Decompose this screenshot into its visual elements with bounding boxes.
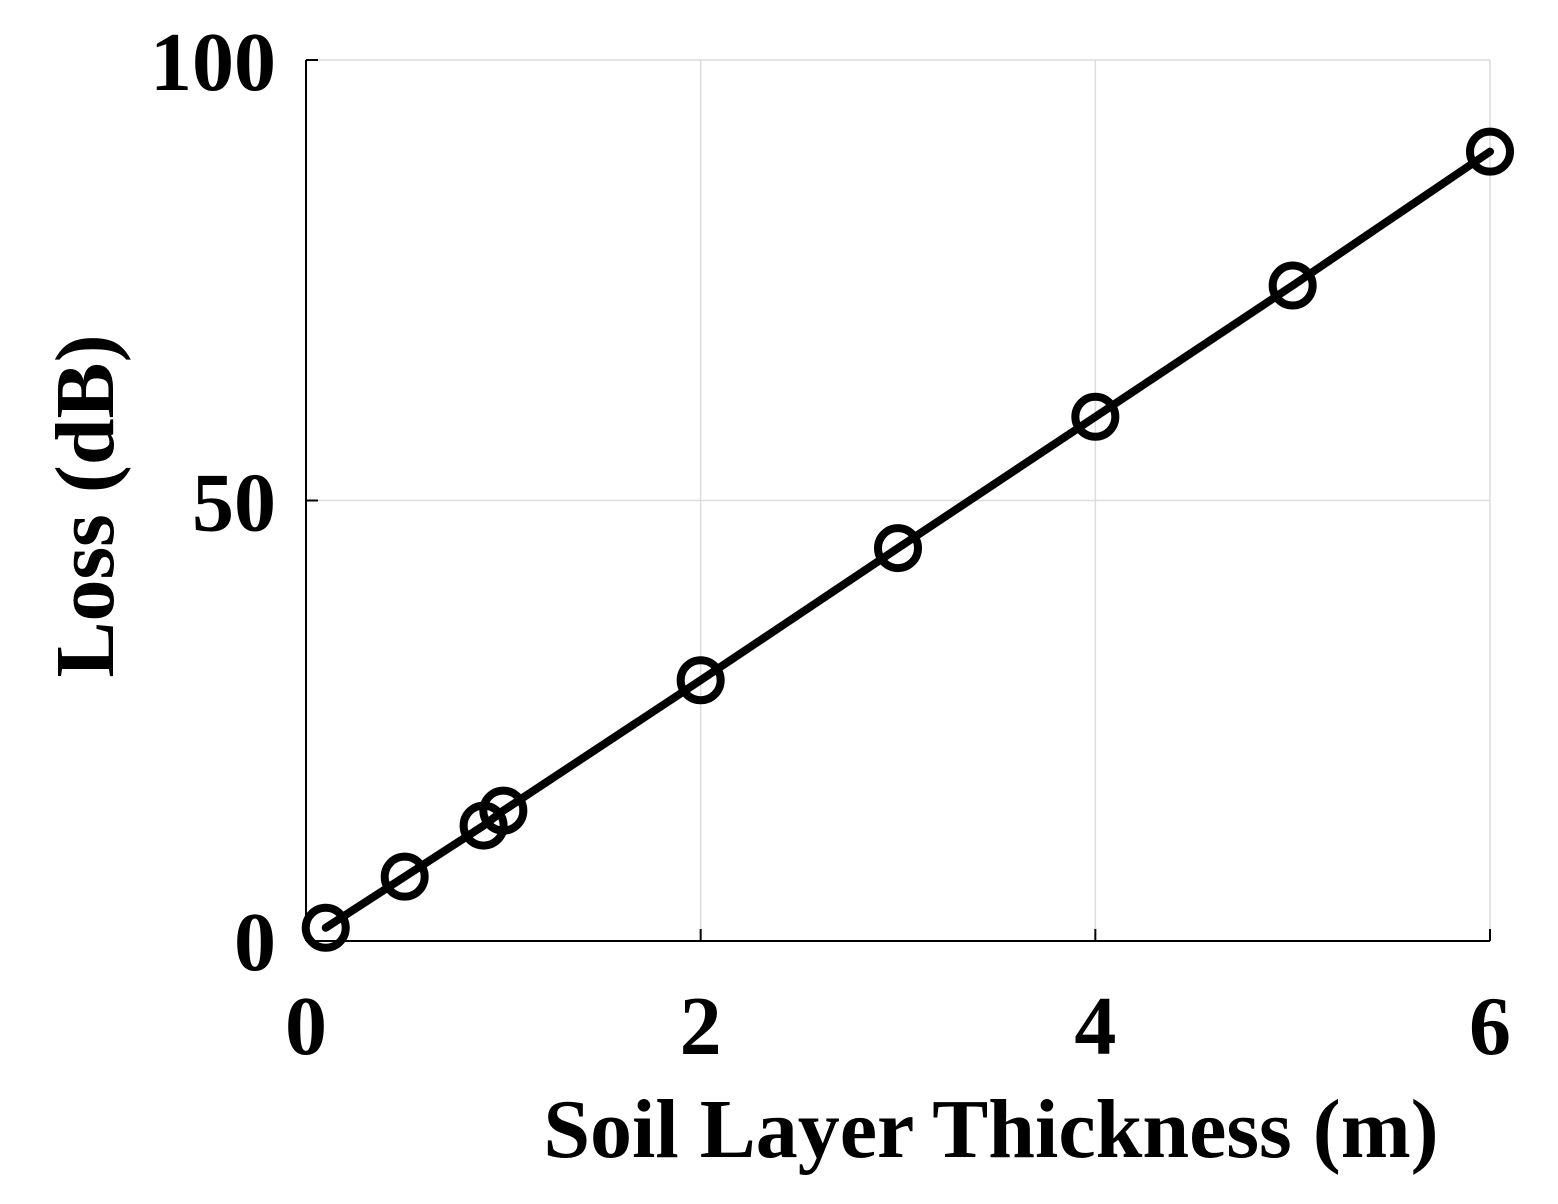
x-tick-label: 2 bbox=[680, 980, 722, 1073]
data-point-marker bbox=[676, 656, 725, 705]
data-point-marker bbox=[1466, 127, 1514, 176]
x-tick-label: 6 bbox=[1469, 980, 1511, 1073]
data-point-marker bbox=[380, 852, 429, 901]
series-line bbox=[321, 147, 1494, 932]
y-tick-label: 50 bbox=[192, 457, 276, 550]
grid bbox=[306, 59, 1491, 941]
x-tick-label: 0 bbox=[285, 980, 327, 1073]
data-point-marker bbox=[1071, 392, 1120, 441]
data-point-marker bbox=[301, 903, 350, 952]
y-tick-label: 100 bbox=[150, 16, 276, 109]
series bbox=[301, 127, 1514, 952]
y-tick-label: 0 bbox=[234, 896, 276, 989]
data-point-marker bbox=[874, 524, 922, 573]
data-point-marker bbox=[1268, 261, 1317, 310]
x-axis-label: Soil Layer Thickness (m) bbox=[543, 1083, 1438, 1176]
y-axis-label: Loss (dB) bbox=[39, 334, 132, 677]
tick-labels: 0 2 4 6 0 50 100 bbox=[150, 16, 1511, 1073]
data-point-marker bbox=[479, 786, 528, 835]
x-tick-label: 4 bbox=[1074, 980, 1116, 1073]
